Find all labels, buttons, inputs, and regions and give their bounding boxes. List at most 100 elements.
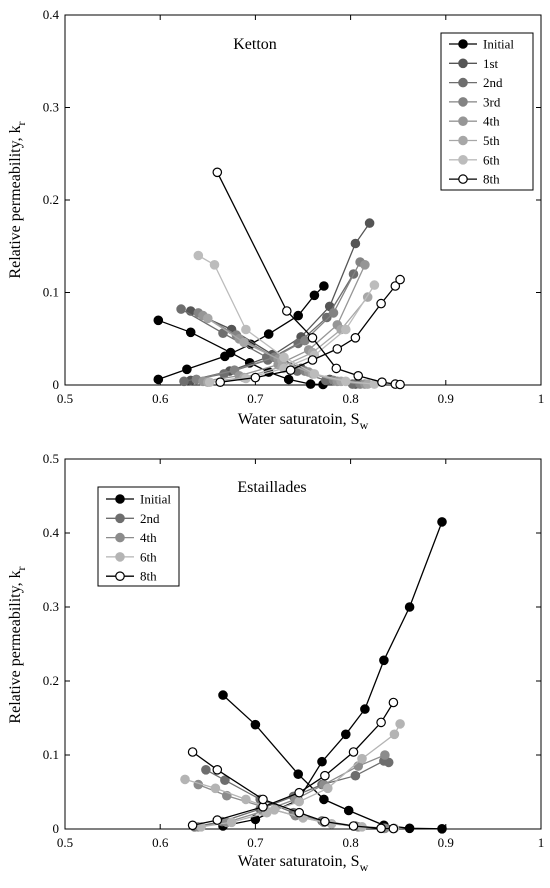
x-tick-label: 0.6 <box>152 391 169 406</box>
data-point-6th-water <box>322 783 333 794</box>
data-point-initial-oil <box>185 327 196 338</box>
data-point-6th-water <box>226 817 237 828</box>
data-point-1st-water <box>364 218 375 228</box>
data-point-initial-water <box>263 329 274 339</box>
data-point-initial-water <box>340 729 351 740</box>
data-point-8th-oil <box>348 821 359 831</box>
x-tick-label: 0.5 <box>57 391 73 406</box>
data-point-6th-water <box>357 753 367 764</box>
legend-label-3rd: 3rd <box>483 94 501 109</box>
data-point-1st-water <box>350 238 361 249</box>
data-point-6th-oil <box>209 259 220 270</box>
x-tick-label: 0.6 <box>152 835 169 850</box>
legend-marker-2nd <box>458 77 468 88</box>
data-point-6th-oil <box>210 783 221 794</box>
legend-label-8th: 8th <box>140 569 157 584</box>
legend-items: Initial 2nd 4th 6th 8th <box>106 492 171 584</box>
data-point-initial-water <box>404 602 415 612</box>
data-point-8th-water <box>294 787 304 798</box>
legend-label-2nd: 2nd <box>140 511 160 526</box>
data-point-8th-water <box>332 344 343 354</box>
data-point-6th-oil <box>309 369 320 379</box>
legend-label-4th: 4th <box>483 114 500 129</box>
data-point-8th-water <box>212 815 223 825</box>
data-point-6th-water <box>340 324 351 335</box>
legend-items: Initial 1st 2nd 3rd 4th 5th 6th 8th <box>449 37 514 187</box>
data-point-6th-oil <box>269 804 280 815</box>
data-point-initial-oil <box>343 805 354 816</box>
y-tick-label: 0.3 <box>43 599 59 614</box>
data-point-8th-oil <box>331 363 342 374</box>
data-point-initial-water <box>317 756 327 767</box>
data-point-2nd-oil <box>220 775 230 785</box>
data-point-8th-water <box>350 332 361 343</box>
data-point-6th-water <box>395 719 405 729</box>
x-tick-label: 0.9 <box>438 391 454 406</box>
data-point-2nd-water <box>350 770 361 781</box>
y-axis-label: Relative permeability, kr <box>7 121 28 278</box>
data-point-8th-oil <box>353 370 363 381</box>
data-point-4th-water <box>360 259 370 270</box>
data-point-6th-water <box>389 729 400 740</box>
data-point-8th-water <box>307 355 318 365</box>
legend-marker-4th <box>458 116 468 126</box>
y-tick-label: 0 <box>53 377 60 392</box>
x-axis-label: Water saturatoin, Sw <box>238 853 369 874</box>
x-tick-label: 0.5 <box>57 835 73 850</box>
data-point-2nd-water <box>179 376 189 387</box>
legend-box <box>440 32 534 191</box>
data-point-8th-oil <box>377 377 387 387</box>
y-tick-label: 0.4 <box>43 525 60 540</box>
data-point-6th-water <box>369 280 380 290</box>
data-point-8th-water <box>376 298 386 309</box>
legend-label-4th: 4th <box>140 530 157 545</box>
data-point-5th-oil <box>203 313 213 324</box>
data-point-initial-oil <box>283 374 294 385</box>
chart-title: Ketton <box>233 36 277 53</box>
legend-label-6th: 6th <box>483 152 500 167</box>
x-tick-label: 1 <box>538 835 545 850</box>
y-tick-label: 0.1 <box>43 747 59 762</box>
data-point-8th-water <box>187 820 198 831</box>
x-tick-label: 0.8 <box>342 835 358 850</box>
data-point-initial-water <box>309 290 320 301</box>
legend-marker-2nd <box>115 513 125 524</box>
data-point-8th-water <box>215 377 225 387</box>
data-point-8th-oil <box>388 823 399 834</box>
legend-label-2nd: 2nd <box>483 75 503 90</box>
data-point-8th-oil <box>212 167 223 178</box>
data-point-initial-oil <box>437 823 447 834</box>
series-line-5th-water <box>207 296 369 383</box>
data-point-3rd-water <box>328 308 339 318</box>
data-point-8th-oil <box>281 306 292 316</box>
y-tick-label: 0 <box>53 821 60 836</box>
legend: Initial 2nd 4th 6th 8th <box>97 486 180 587</box>
x-tick-label: 0.9 <box>438 835 454 850</box>
data-point-6th-water <box>294 796 304 807</box>
series-line-4th-water <box>202 264 366 382</box>
series-layer <box>180 517 447 834</box>
data-point-8th-oil <box>212 764 223 775</box>
legend-marker-8th <box>115 571 125 581</box>
data-point-8th-water <box>388 697 399 708</box>
legend-marker-initial <box>458 39 468 49</box>
legend-marker-6th <box>458 155 468 165</box>
data-point-initial-oil <box>319 794 329 805</box>
data-point-8th-water <box>390 281 401 291</box>
y-tick-label: 0.4 <box>43 7 60 22</box>
ketton-chart: Ketton 0.5 0.6 0.7 0.8 0.9 1 0 0.1 0.2 0.3 0.4 Wat… <box>7 7 544 432</box>
x-tick-label: 0.7 <box>247 391 264 406</box>
data-point-initial-water <box>182 364 192 375</box>
y-tick-label: 0.3 <box>43 100 59 115</box>
data-point-initial-water <box>360 704 370 714</box>
legend-marker-5th <box>458 135 468 146</box>
x-tick-label: 1 <box>538 391 545 406</box>
tick-group: 0.5 0.6 0.7 0.8 0.9 1 0 0.1 0.2 0.3 0.4 0.5 <box>43 451 545 850</box>
data-point-8th-water <box>348 747 359 757</box>
legend-marker-4th <box>115 532 125 543</box>
legend: Initial 1st 2nd 3rd 4th 5th 6th 8th <box>440 32 534 191</box>
chart-title: Estaillades <box>237 479 306 496</box>
series-line-3rd-water <box>196 261 361 381</box>
data-point-initial-oil <box>305 379 316 389</box>
data-point-initial-oil <box>404 823 415 834</box>
